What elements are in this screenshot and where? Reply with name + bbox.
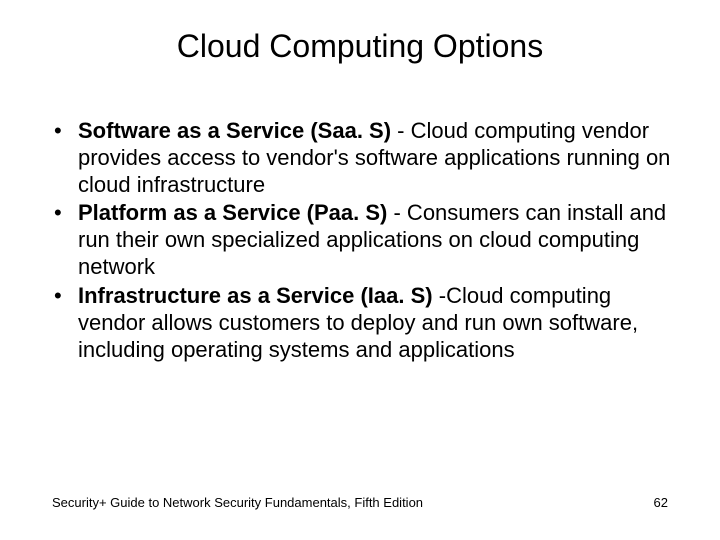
bullet-term: Infrastructure as a Service (Iaa. S) bbox=[78, 283, 433, 308]
bullet-dot-icon: • bbox=[52, 118, 78, 198]
footer-page-number: 62 bbox=[654, 495, 668, 510]
bullet-dot-icon: • bbox=[52, 200, 78, 280]
bullet-item: • Infrastructure as a Service (Iaa. S) -… bbox=[52, 283, 672, 363]
slide-title: Cloud Computing Options bbox=[0, 28, 720, 65]
bullet-item: • Platform as a Service (Paa. S) - Consu… bbox=[52, 200, 672, 280]
bullet-item: • Software as a Service (Saa. S) - Cloud… bbox=[52, 118, 672, 198]
footer-source: Security+ Guide to Network Security Fund… bbox=[52, 495, 423, 510]
bullet-term: Platform as a Service (Paa. S) bbox=[78, 200, 387, 225]
bullet-text: Infrastructure as a Service (Iaa. S) -Cl… bbox=[78, 283, 672, 363]
bullet-text: Software as a Service (Saa. S) - Cloud c… bbox=[78, 118, 672, 198]
bullet-dot-icon: • bbox=[52, 283, 78, 363]
slide: Cloud Computing Options • Software as a … bbox=[0, 0, 720, 540]
bullet-term: Software as a Service (Saa. S) bbox=[78, 118, 391, 143]
slide-body: • Software as a Service (Saa. S) - Cloud… bbox=[52, 118, 672, 365]
bullet-text: Platform as a Service (Paa. S) - Consume… bbox=[78, 200, 672, 280]
